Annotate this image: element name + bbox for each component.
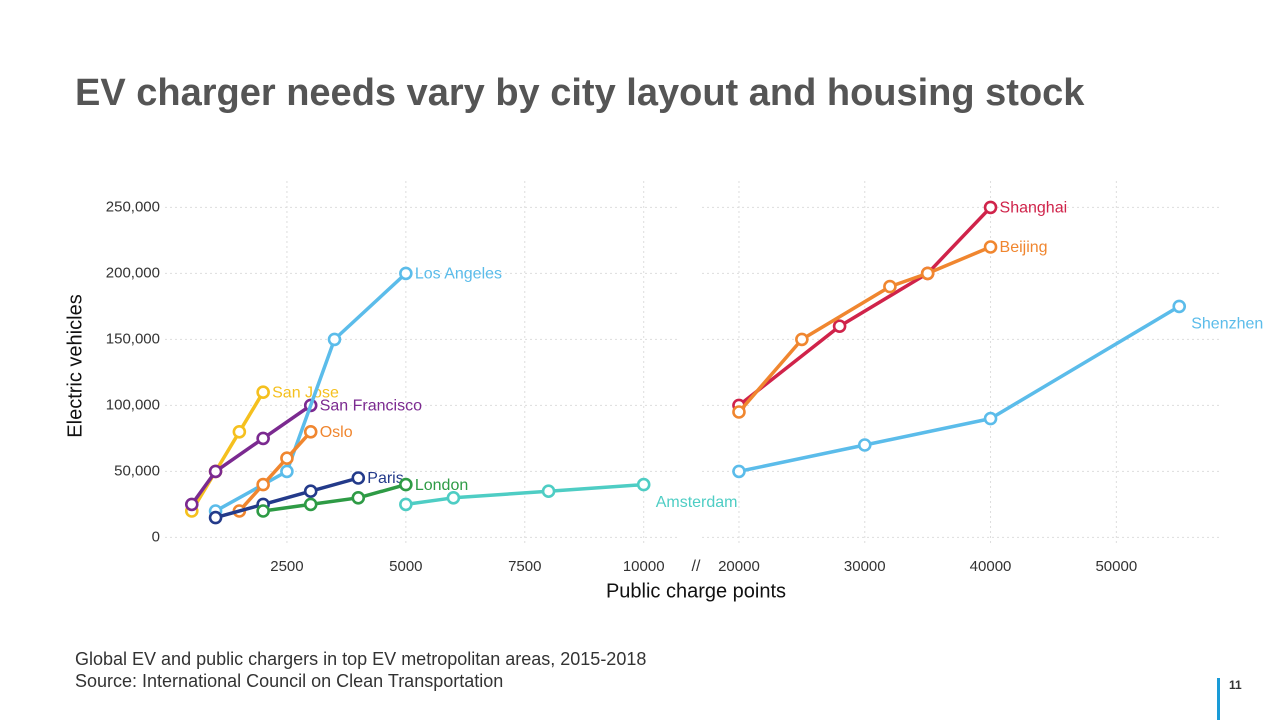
x-tick-label: 7500 (508, 558, 541, 575)
data-point (351, 490, 366, 505)
series-line (215, 476, 359, 520)
data-point (732, 405, 746, 419)
data-point (399, 266, 413, 281)
data-point (832, 319, 847, 334)
series-line (262, 482, 407, 513)
data-point (399, 477, 413, 492)
x-axis-label: Public charge points (606, 580, 786, 602)
axis-break: // (692, 558, 701, 575)
series-line (238, 430, 312, 513)
series-line (405, 482, 644, 507)
data-point (280, 464, 294, 479)
page-bar (1217, 678, 1220, 720)
y-tick-label: 250,000 (106, 198, 160, 215)
data-point (256, 431, 270, 446)
data-point (351, 471, 366, 485)
x-tick-label: 2500 (270, 558, 303, 575)
data-point (983, 200, 998, 215)
data-point (256, 477, 270, 492)
data-point (983, 240, 998, 254)
data-point (446, 490, 461, 505)
data-point (208, 464, 223, 479)
y-tick-label: 0 (152, 528, 160, 545)
data-point (795, 332, 809, 347)
series-label: Amsterdam (656, 494, 738, 511)
footnote: Global EV and public chargers in top EV … (75, 649, 646, 669)
series-label: Shanghai (1000, 200, 1068, 217)
data-point (541, 484, 556, 499)
series-label: San Jose (272, 384, 339, 401)
series-label: London (415, 477, 468, 494)
title: EV charger needs vary by city layout and… (75, 72, 1085, 114)
series-line (214, 272, 408, 513)
series-line (738, 304, 1181, 474)
data-point (327, 332, 342, 347)
series-label: Beijing (1000, 239, 1048, 256)
y-tick-label: 150,000 (106, 330, 160, 347)
series-label: San Francisco (320, 398, 422, 415)
series-label: Paris (367, 470, 403, 487)
data-point (983, 411, 998, 426)
data-point (256, 504, 270, 518)
data-point (303, 497, 318, 512)
data-point (399, 497, 413, 512)
y-axis-label: Electric vehicles (64, 294, 86, 437)
series-line (737, 206, 992, 407)
source: Source: International Council on Clean T… (75, 671, 503, 691)
series-label: Los Angeles (415, 266, 502, 283)
x-tick-label: 30000 (844, 558, 886, 575)
y-tick-label: 50,000 (114, 462, 160, 479)
page-number: 11 (1229, 678, 1242, 692)
data-point (280, 451, 294, 466)
data-point (232, 424, 247, 439)
data-point (303, 484, 318, 499)
x-tick-label: 50000 (1095, 558, 1137, 575)
series-label: Oslo (320, 424, 353, 441)
y-tick-label: 100,000 (106, 396, 160, 413)
data-point (636, 477, 651, 492)
series-line (190, 403, 312, 506)
data-point (256, 385, 270, 400)
x-tick-label: 20000 (718, 558, 760, 575)
x-tick-label: 40000 (970, 558, 1012, 575)
series-label: Shenzhen (1191, 316, 1263, 333)
data-point (883, 279, 897, 294)
y-tick-label: 200,000 (106, 264, 160, 281)
series-line (190, 391, 265, 512)
data-point (1172, 299, 1187, 314)
data-point (208, 510, 223, 525)
data-point (857, 438, 872, 452)
x-tick-label: 10000 (623, 558, 665, 575)
data-point (920, 266, 935, 281)
data-point (303, 424, 318, 439)
data-point (732, 464, 746, 479)
x-tick-label: 5000 (389, 558, 422, 575)
data-point (184, 497, 199, 512)
